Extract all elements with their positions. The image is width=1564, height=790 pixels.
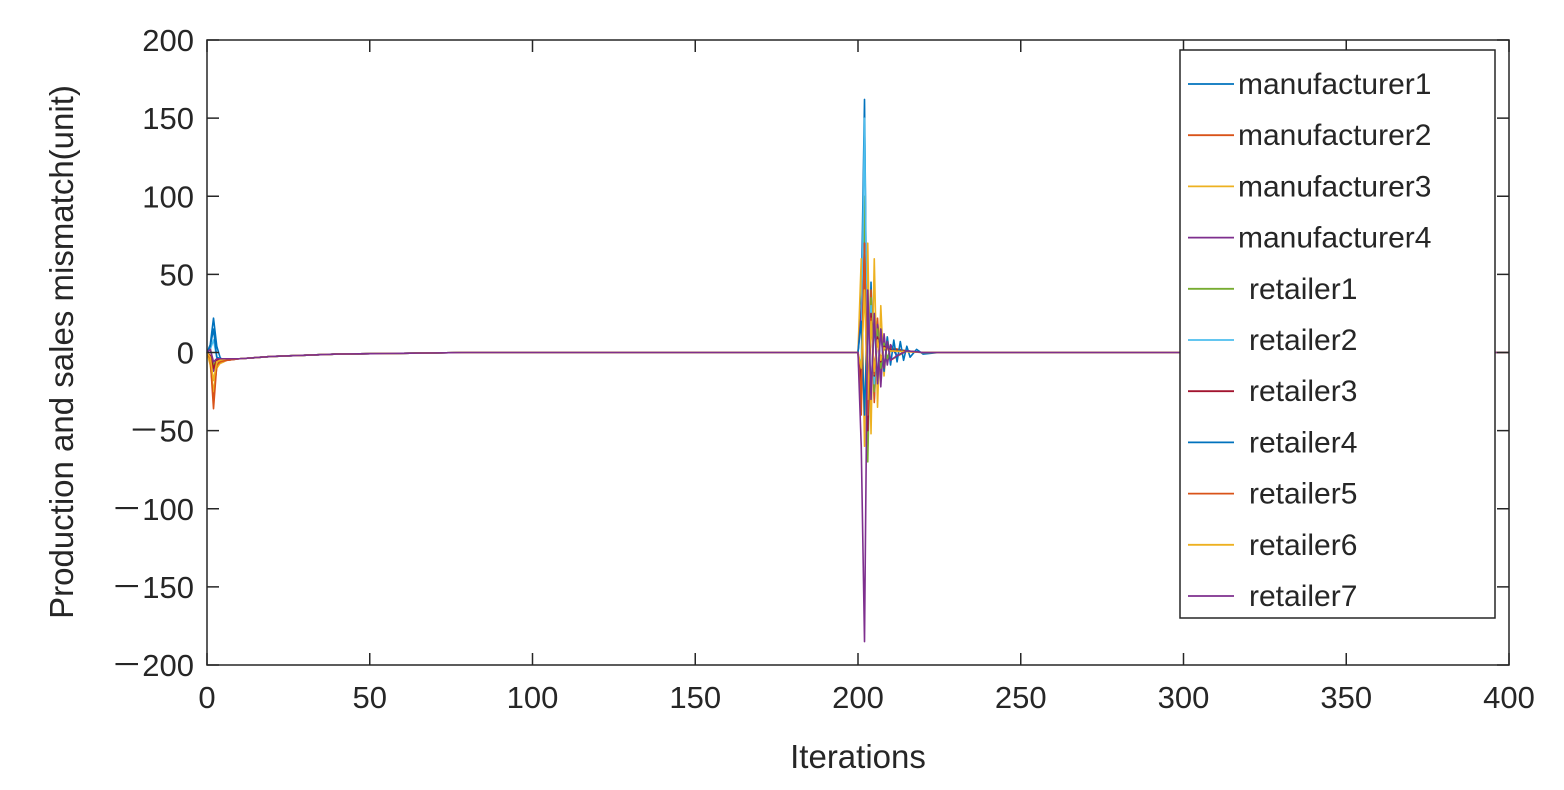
- y-tick-label: 150: [142, 101, 194, 136]
- x-axis-label: Iterations: [790, 738, 926, 775]
- y-tick-label: 0: [177, 336, 194, 371]
- legend-label-manufacturer3: manufacturer3: [1238, 170, 1431, 203]
- legend-label-retailer5: retailer5: [1249, 478, 1357, 511]
- x-tick-label: 150: [669, 680, 721, 715]
- x-tick-label: 0: [198, 680, 215, 715]
- legend-label-retailer2: retailer2: [1249, 324, 1357, 357]
- legend-label-retailer7: retailer7: [1249, 580, 1357, 613]
- x-tick-label: 200: [832, 680, 884, 715]
- x-tick-label: 250: [995, 680, 1047, 715]
- x-tick-label: 400: [1483, 680, 1535, 715]
- legend-label-retailer1: retailer1: [1249, 273, 1357, 306]
- y-tick-label: －50: [129, 414, 194, 449]
- series-line-retailer7: [206, 289, 1509, 643]
- x-tick-label: 100: [507, 680, 559, 715]
- y-tick-label: 200: [142, 23, 194, 58]
- y-tick-label: －100: [111, 492, 194, 527]
- y-tick-label: 50: [160, 257, 194, 292]
- legend-label-retailer4: retailer4: [1249, 426, 1357, 459]
- legend-label-retailer3: retailer3: [1249, 375, 1357, 408]
- legend: manufacturer1 manufacturer2 manufacturer3 m…: [1179, 49, 1496, 619]
- legend-box: [1179, 49, 1496, 619]
- legend-label-manufacturer1: manufacturer1: [1238, 68, 1431, 101]
- legend-label-retailer6: retailer6: [1249, 529, 1357, 562]
- legend-label-manufacturer2: manufacturer2: [1238, 119, 1431, 152]
- x-tick-label: 300: [1158, 680, 1210, 715]
- y-tick-label: 100: [142, 179, 194, 214]
- series-layer: [206, 98, 1509, 643]
- x-tick-label: 50: [353, 680, 387, 715]
- y-tick-label: －200: [111, 648, 194, 683]
- y-axis-label: Production and sales mismatch(unit): [43, 85, 80, 619]
- x-tick-label: 350: [1320, 680, 1372, 715]
- ticks-layer: 0 50 100 150 200 250 300 350 400 200 150 100 50 0 －50 －…: [111, 23, 1535, 715]
- y-tick-label: －150: [111, 570, 194, 605]
- legend-label-manufacturer4: manufacturer4: [1238, 222, 1431, 255]
